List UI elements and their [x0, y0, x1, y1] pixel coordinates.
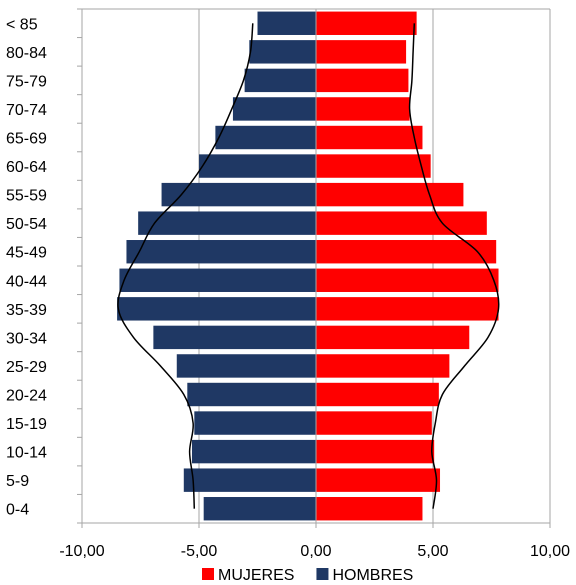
bar-hombres-14 [232, 97, 316, 121]
bar-hombres-0 [203, 497, 316, 521]
bar-hombres-13 [215, 125, 316, 150]
axes [77, 8, 551, 528]
x-tick-label-4: 10,00 [530, 543, 570, 560]
bar-hombres-9 [126, 240, 317, 264]
bar-hombres-3 [194, 411, 316, 435]
bar-mujeres-3 [316, 411, 432, 435]
x-tick-label-2: 0,00 [300, 543, 331, 560]
bar-mujeres-0 [316, 497, 423, 521]
bars [117, 11, 499, 521]
bar-hombres-16 [249, 40, 316, 64]
bar-mujeres-7 [316, 297, 499, 321]
y-tick-label-13: 65-69 [6, 131, 47, 148]
bar-mujeres-10 [316, 211, 487, 235]
bar-mujeres-15 [316, 68, 409, 93]
y-tick-label-12: 60-64 [6, 159, 47, 176]
bar-mujeres-2 [316, 439, 435, 464]
bar-mujeres-4 [316, 382, 439, 407]
y-tick-label-2: 10-14 [6, 445, 47, 462]
bar-mujeres-12 [316, 154, 431, 178]
overlay-line-1 [117, 23, 254, 509]
bar-hombres-7 [117, 297, 316, 321]
bar-hombres-8 [119, 268, 316, 292]
bar-hombres-11 [161, 182, 316, 207]
overlay-line-0 [408, 23, 500, 509]
y-tick-label-3: 15-19 [6, 416, 47, 433]
bar-mujeres-1 [316, 468, 441, 492]
y-tick-label-16: 80-84 [6, 45, 47, 62]
y-tick-label-9: 45-49 [6, 245, 47, 262]
y-tick-label-1: 5-9 [6, 473, 29, 490]
y-tick-label-14: 70-74 [6, 102, 47, 119]
bar-mujeres-14 [316, 97, 410, 121]
bar-mujeres-9 [316, 240, 497, 264]
bar-hombres-2 [191, 439, 316, 464]
y-tick-label-0: 0-4 [6, 502, 29, 519]
bar-mujeres-13 [316, 125, 423, 150]
bar-hombres-15 [244, 68, 316, 93]
y-tick-label-17: < 85 [6, 16, 38, 33]
bar-hombres-12 [199, 154, 316, 178]
bar-hombres-4 [187, 382, 316, 407]
y-tick-label-15: 75-79 [6, 73, 47, 90]
bar-mujeres-11 [316, 182, 464, 207]
bar-hombres-6 [153, 325, 316, 350]
x-tick-label-0: -10,00 [59, 543, 104, 560]
bar-mujeres-16 [316, 40, 407, 64]
y-tick-label-7: 35-39 [6, 302, 47, 319]
bar-hombres-17 [257, 11, 316, 35]
y-tick-label-4: 20-24 [6, 388, 47, 405]
bar-hombres-10 [138, 211, 316, 235]
overlay-lines [117, 23, 500, 509]
legend-swatch-mujeres [202, 568, 214, 580]
legend-label-mujeres: MUJERES [218, 567, 294, 584]
bar-mujeres-5 [316, 354, 450, 378]
x-tick-label-3: 5,00 [417, 543, 448, 560]
y-tick-label-6: 30-34 [6, 330, 47, 347]
bar-mujeres-8 [316, 268, 499, 292]
bar-mujeres-6 [316, 325, 470, 350]
y-tick-label-5: 25-29 [6, 359, 47, 376]
y-tick-label-11: 55-59 [6, 188, 47, 205]
legend-label-hombres: HOMBRES [332, 567, 413, 584]
x-axis-labels: -10,00 -5,00 0,00 5,00 10,00 [59, 543, 570, 560]
bar-mujeres-17 [316, 11, 417, 35]
y-tick-label-8: 40-44 [6, 273, 47, 290]
y-tick-label-10: 50-54 [6, 216, 47, 233]
legend-swatch-hombres [316, 568, 329, 580]
y-axis-labels: 0-4 5-9 10-14 15-19 20-24 25-29 30-34 35-39 40-4… [6, 16, 47, 518]
bar-hombres-1 [183, 468, 316, 492]
bar-hombres-5 [176, 354, 316, 378]
x-tick-label-1: -5,00 [181, 543, 218, 560]
legend: MUJERES HOMBRES [202, 567, 413, 584]
